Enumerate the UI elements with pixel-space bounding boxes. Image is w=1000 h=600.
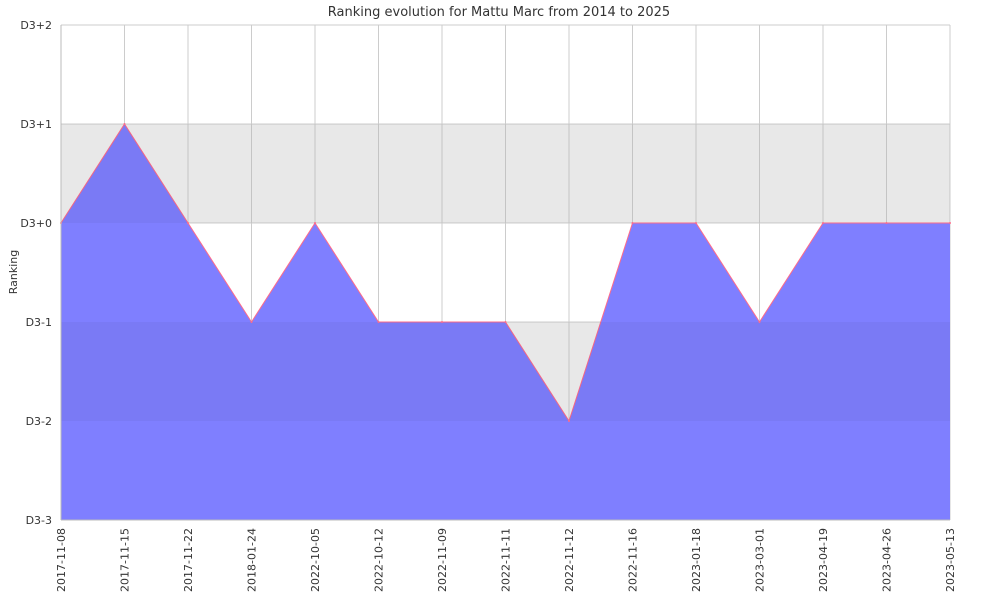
x-tick-labels: 2017-11-08 2017-11-15 2017-11-22 2018-01-24… [55, 528, 957, 592]
x-tick-label: 2022-11-11 [500, 528, 513, 592]
band-overlay [61, 124, 950, 223]
data-point [377, 321, 380, 323]
data-point [441, 321, 443, 323]
x-tick-label: 2017-11-22 [182, 528, 195, 592]
band-overlay [61, 322, 950, 421]
data-point [949, 222, 951, 224]
data-point [187, 222, 189, 224]
axes [60, 25, 950, 521]
y-axis-label: Ranking [7, 250, 20, 295]
data-point [695, 222, 697, 224]
y-tick-label: D3+0 [20, 217, 52, 230]
y-tick-label: D3+1 [20, 118, 52, 131]
x-tick-label: 2022-11-09 [436, 528, 449, 592]
y-tick-labels: D3+2 D3+1 D3+0 D3-1 D3-2 D3-3 [20, 19, 52, 527]
data-point [568, 420, 570, 422]
data-point [504, 321, 507, 323]
data-point [822, 222, 824, 224]
data-point [250, 321, 253, 323]
x-tick-label: 2022-11-16 [627, 528, 640, 592]
x-tick-label: 2023-03-01 [754, 528, 767, 592]
x-tick-label: 2023-04-26 [881, 528, 894, 592]
data-point [314, 222, 316, 224]
data-point [123, 123, 126, 125]
y-tick-label: D3-2 [26, 415, 52, 428]
x-tick-label: 2022-10-12 [373, 528, 386, 592]
x-tick-label: 2022-10-05 [309, 528, 322, 592]
data-point [885, 222, 888, 224]
x-tick-label: 2023-04-19 [817, 528, 830, 592]
x-tick-label: 2023-01-18 [690, 528, 703, 592]
x-tick-label: 2018-01-24 [246, 528, 259, 592]
x-tick-label: 2022-11-12 [563, 528, 576, 592]
data-point [631, 222, 634, 224]
data-point [758, 321, 761, 323]
y-tick-label: D3+2 [20, 19, 52, 32]
x-tick-label: 2017-11-08 [55, 528, 68, 592]
x-tick-label: 2017-11-15 [119, 528, 132, 592]
y-tick-label: D3-1 [26, 316, 52, 329]
x-tick-label: 2023-05-13 [944, 528, 957, 592]
y-tick-label: D3-3 [26, 514, 52, 527]
chart-title: Ranking evolution for Mattu Marc from 20… [328, 5, 670, 20]
